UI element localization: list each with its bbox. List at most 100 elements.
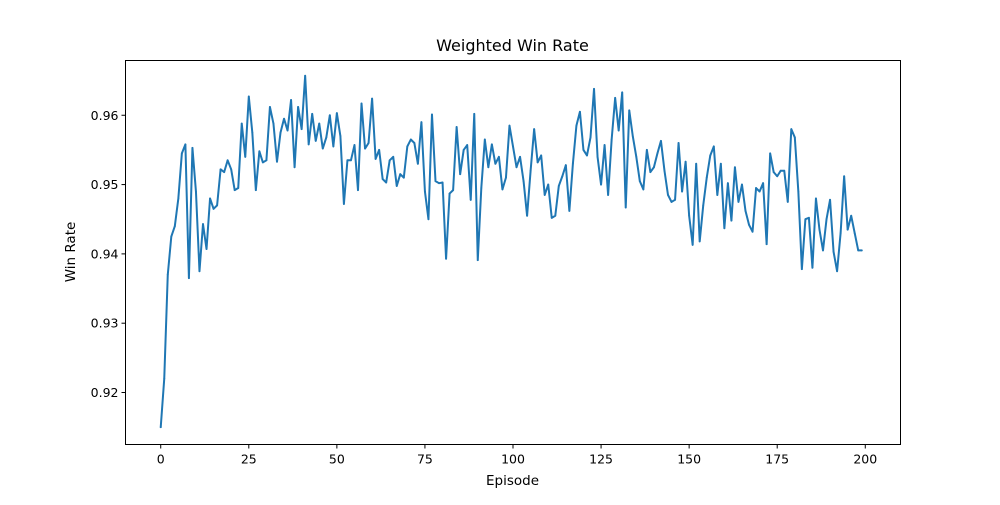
data-point-130: [617, 129, 620, 132]
data-point-25: [247, 95, 250, 98]
data-point-141: [656, 152, 659, 155]
data-point-115: [564, 164, 567, 167]
data-point-192: [836, 270, 838, 273]
data-point-57: [360, 102, 363, 105]
data-point-122: [589, 136, 592, 139]
data-point-148: [681, 190, 683, 193]
data-point-41: [304, 74, 307, 77]
data-point-9: [191, 146, 194, 149]
x-axis-label: Episode: [486, 473, 539, 489]
data-point-152: [695, 162, 698, 165]
data-point-124: [596, 155, 599, 158]
data-point-159: [719, 162, 722, 165]
data-point-110: [547, 183, 550, 186]
data-point-55: [353, 144, 356, 146]
data-point-35: [283, 117, 285, 120]
data-point-81: [445, 257, 447, 260]
data-point-128: [610, 138, 613, 141]
data-point-99: [508, 124, 511, 127]
data-point-16: [216, 204, 218, 207]
y-tick-label: 0.93: [91, 316, 119, 331]
data-point-103: [522, 180, 525, 183]
data-point-193: [839, 232, 842, 234]
data-point-6: [180, 152, 183, 155]
data-point-75: [424, 190, 426, 193]
data-point-177: [783, 169, 786, 172]
data-point-22: [237, 187, 240, 189]
data-point-18: [223, 171, 226, 174]
data-point-126: [603, 144, 606, 146]
data-point-172: [765, 243, 768, 246]
data-point-73: [416, 162, 419, 165]
data-point-5: [177, 197, 180, 200]
data-point-53: [346, 159, 349, 162]
data-point-178: [786, 201, 789, 203]
data-point-7: [184, 143, 187, 146]
x-axis: 0 25 50 75 100 125 150 175 200: [157, 444, 877, 467]
data-point-78: [434, 180, 437, 183]
data-point-135: [635, 155, 638, 158]
series-line-0: [159, 74, 863, 429]
data-point-140: [653, 166, 655, 169]
data-point-46: [321, 147, 324, 150]
data-point-33: [276, 160, 278, 163]
data-point-68: [399, 173, 402, 176]
data-point-63: [381, 178, 384, 180]
data-point-187: [818, 228, 821, 231]
data-point-98: [505, 176, 507, 179]
data-point-77: [431, 113, 433, 116]
axes-frame: [125, 60, 901, 445]
data-point-153: [698, 240, 701, 243]
plot-area: [159, 74, 863, 429]
data-point-180: [793, 136, 796, 139]
data-point-58: [364, 147, 366, 150]
data-point-186: [815, 197, 817, 200]
data-point-166: [744, 210, 747, 212]
data-point-4: [173, 225, 176, 228]
data-point-188: [822, 249, 824, 252]
data-point-24: [244, 155, 247, 158]
data-point-184: [808, 216, 810, 219]
data-point-62: [378, 149, 381, 151]
data-point-8: [188, 277, 190, 280]
y-tick-label: 0.96: [91, 108, 119, 123]
data-point-168: [751, 230, 754, 233]
data-point-27: [254, 189, 257, 192]
data-point-121: [586, 154, 588, 157]
data-point-155: [705, 176, 708, 179]
data-point-37: [290, 99, 292, 101]
data-point-196: [850, 214, 853, 217]
data-point-179: [790, 128, 793, 131]
data-point-106: [533, 128, 536, 131]
data-point-118: [575, 124, 578, 127]
x-tick-label: 200: [853, 452, 877, 467]
data-point-91: [480, 187, 483, 189]
data-point-21: [233, 189, 236, 192]
data-point-162: [730, 219, 733, 222]
series-points: [159, 74, 863, 429]
data-point-44: [314, 140, 317, 142]
data-point-47: [325, 136, 328, 139]
data-point-158: [716, 194, 719, 196]
data-point-17: [219, 168, 222, 171]
data-point-161: [726, 182, 729, 185]
data-point-59: [367, 142, 370, 144]
y-tick-label: 0.95: [91, 177, 119, 192]
data-point-34: [279, 131, 282, 134]
data-point-80: [441, 181, 444, 184]
data-point-74: [420, 121, 423, 124]
data-point-23: [240, 122, 243, 125]
data-point-191: [832, 250, 835, 253]
data-point-76: [427, 218, 430, 221]
data-point-107: [536, 161, 539, 164]
x-tick-label: 175: [765, 452, 789, 467]
data-point-71: [409, 138, 412, 141]
data-point-138: [645, 149, 648, 151]
data-point-136: [638, 180, 641, 183]
data-point-104: [526, 214, 528, 217]
data-point-90: [476, 259, 479, 262]
data-point-199: [860, 249, 863, 252]
data-point-167: [748, 223, 750, 226]
data-point-66: [392, 155, 395, 158]
